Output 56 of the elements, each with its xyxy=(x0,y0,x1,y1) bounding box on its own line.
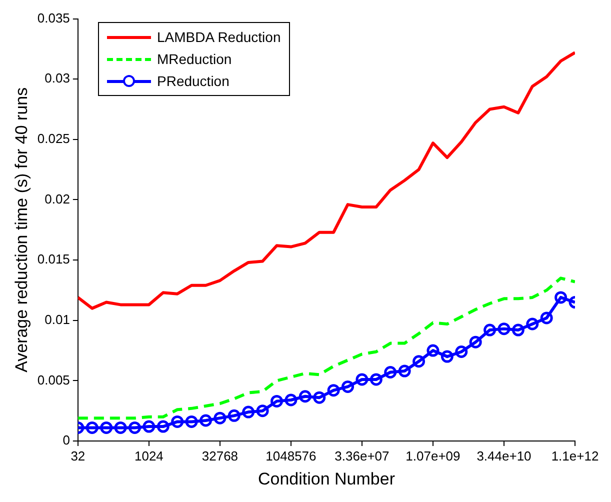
point xyxy=(256,404,269,418)
legend-label: MReduction xyxy=(157,51,232,67)
x-tick-label: 1024 xyxy=(134,448,164,464)
point xyxy=(156,420,170,433)
point xyxy=(298,390,312,403)
x-tick-label: 32768 xyxy=(202,448,238,464)
point xyxy=(554,291,568,304)
legend-label: LAMBDA Reduction xyxy=(157,29,281,45)
y-axis-title: Average reduction time (s) for 40 runs xyxy=(12,87,31,372)
point xyxy=(484,324,496,336)
point xyxy=(185,415,198,428)
point xyxy=(214,412,226,424)
point xyxy=(171,415,184,428)
y-tick-label: 0.035 xyxy=(37,10,70,26)
point xyxy=(270,394,284,408)
point xyxy=(86,421,98,434)
x-tick-label: 3.36e+07 xyxy=(334,448,390,464)
point xyxy=(512,324,524,336)
point xyxy=(426,344,440,357)
point xyxy=(370,373,382,386)
x-tick-label: 3.44e+10 xyxy=(476,448,532,464)
legend-label: PReduction xyxy=(157,73,230,89)
x-tick-label: 32 xyxy=(70,448,86,464)
point xyxy=(455,345,468,358)
point xyxy=(440,350,454,363)
point xyxy=(128,421,141,434)
point xyxy=(469,336,482,348)
point xyxy=(200,414,212,427)
y-tick-label: 0.025 xyxy=(37,131,70,146)
point xyxy=(398,364,411,378)
point xyxy=(142,420,156,433)
point xyxy=(100,421,113,434)
y-tick-label: 0.01 xyxy=(44,312,70,327)
point xyxy=(114,421,127,434)
y-tick-label: 0.015 xyxy=(37,252,70,267)
x-tick-label: 1.1e+12 xyxy=(551,448,599,464)
y-tick-label: 0 xyxy=(62,432,70,448)
point xyxy=(342,380,354,393)
point xyxy=(327,384,340,397)
x-tick-label: 1.07e+09 xyxy=(406,448,460,464)
point xyxy=(284,394,298,406)
y-tick-label: 0.005 xyxy=(37,372,70,388)
line-series xyxy=(78,276,575,420)
y-tick-label: 0.03 xyxy=(44,70,70,86)
x-axis-title: Condition Number xyxy=(258,469,396,488)
point xyxy=(412,355,426,368)
y-tick-label: 0.02 xyxy=(44,191,70,206)
point xyxy=(384,366,397,378)
x-tick-label: 1048576 xyxy=(266,448,316,464)
point xyxy=(242,406,255,418)
point xyxy=(228,409,240,422)
point xyxy=(540,312,553,324)
point xyxy=(356,373,368,386)
point xyxy=(498,322,510,336)
point xyxy=(526,318,539,330)
point xyxy=(313,391,326,404)
